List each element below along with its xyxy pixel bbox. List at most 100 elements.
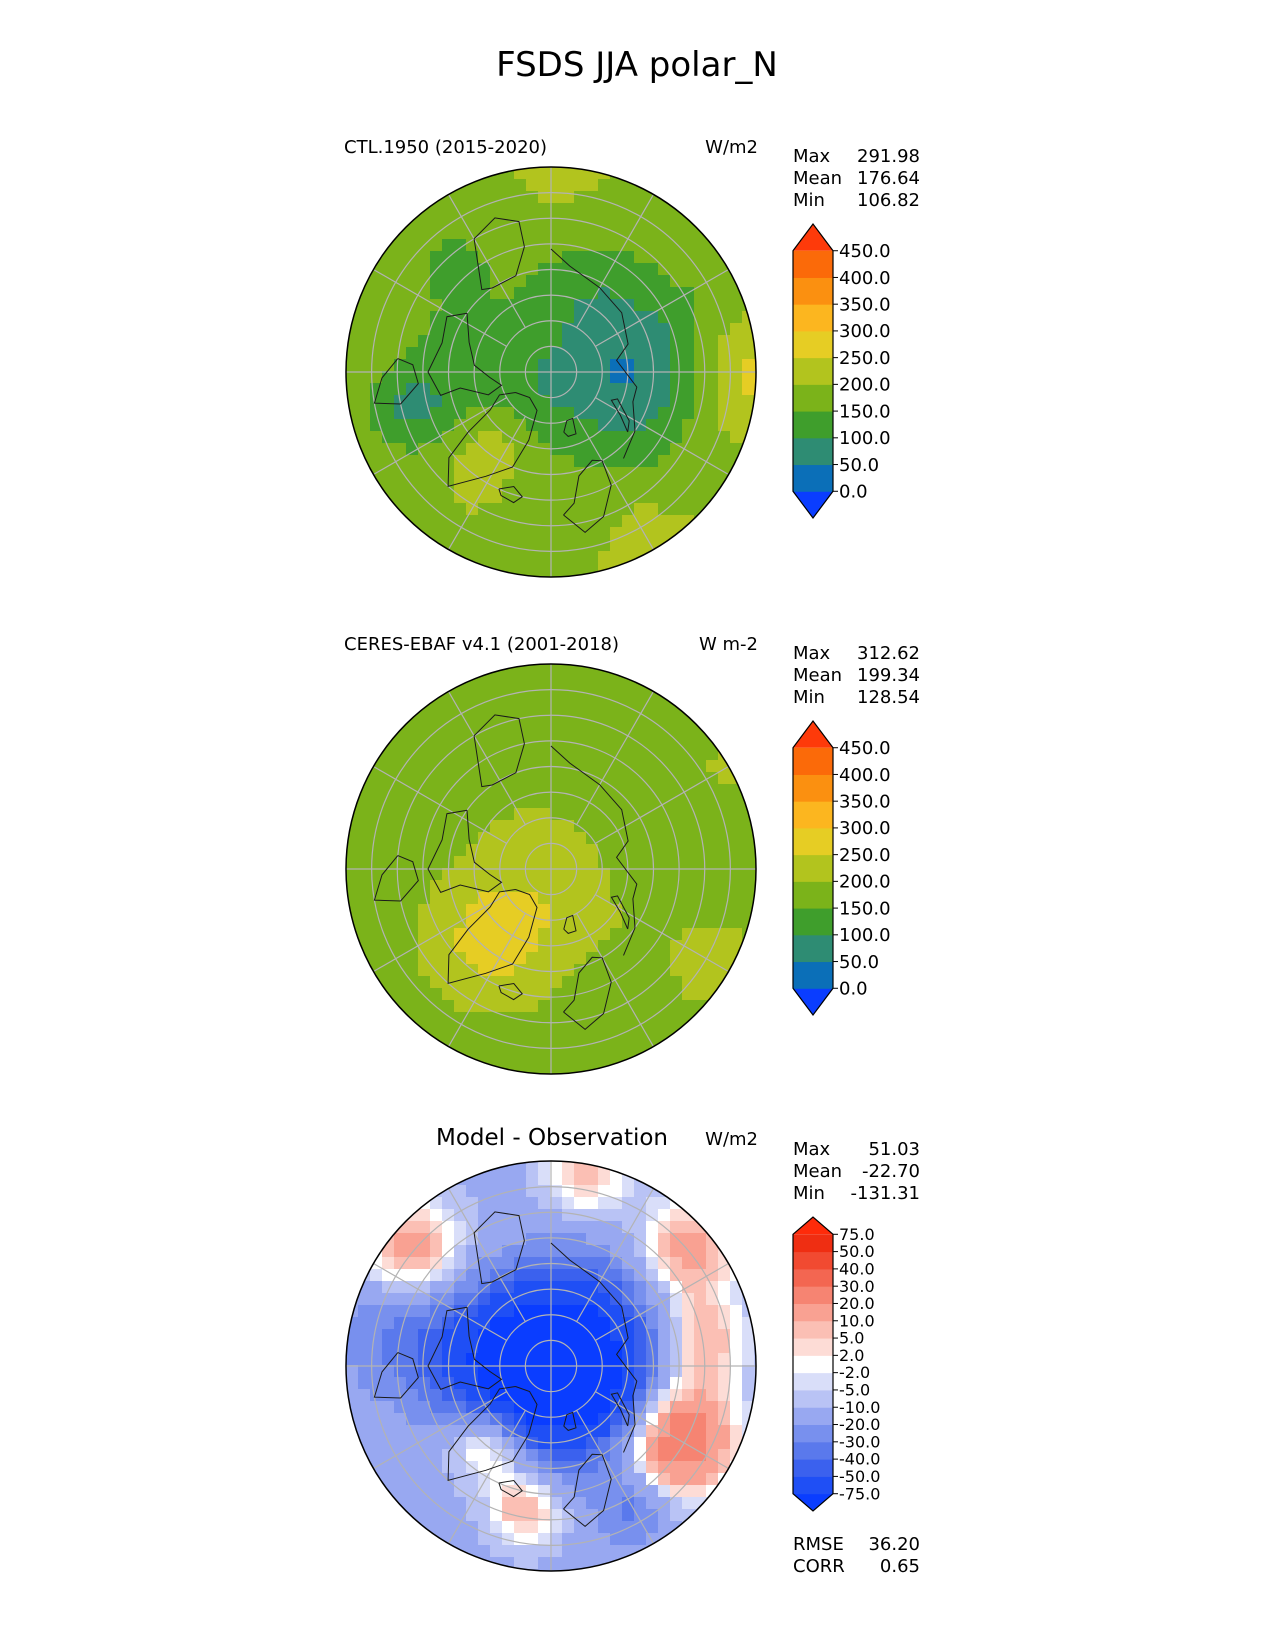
map-boundary <box>345 663 757 1075</box>
iceland-outline <box>498 1479 523 1498</box>
scandinavia-outline <box>563 956 612 1031</box>
stat-mean-value: 176.64 <box>857 168 920 189</box>
alaska-outline <box>473 1211 525 1285</box>
colorbar-segment <box>793 1424 833 1443</box>
colorbar-tick-label: 300.0 <box>839 818 891 839</box>
colorbar-tick-label: 250.0 <box>839 348 891 369</box>
metric-rmse-value: 36.20 <box>868 1534 920 1555</box>
alaska-outline <box>473 217 525 291</box>
stat-max-value: 51.03 <box>868 1139 920 1160</box>
colorbar-segment <box>793 1303 833 1322</box>
colorbar-tick-label: 2.0 <box>839 1346 864 1365</box>
panel-units: W m-2 <box>699 634 758 655</box>
panel-difference: Model - Observation W/m2 Max 51.03 Mean … <box>345 1125 920 1577</box>
longitude-line <box>373 268 507 347</box>
colorbar-tick-label: 400.0 <box>839 268 891 289</box>
metrics-block: RMSE 36.20 CORR 0.65 <box>793 1534 920 1577</box>
panel-units: W/m2 <box>705 1129 758 1150</box>
colorbar-segment <box>793 1355 833 1374</box>
siberia-outline <box>550 248 638 459</box>
stats-block: Max 291.98 Mean 176.64 Min 106.82 <box>793 146 920 211</box>
colorbar-tick-label: -5.0 <box>839 1381 870 1400</box>
hudson-bay-outline <box>373 358 419 405</box>
longitude-line <box>447 913 526 1047</box>
longitude-line <box>595 268 729 347</box>
metric-corr-label: CORR <box>793 1556 845 1577</box>
canada-arctic-outline <box>427 809 503 894</box>
stat-max-label: Max <box>793 643 831 664</box>
colorbar-segment <box>793 774 833 802</box>
novaya-zemlya-outline <box>610 398 630 433</box>
stat-max-value: 291.98 <box>857 146 920 167</box>
stat-mean-label: Mean <box>793 665 842 686</box>
colorbar-tick-label: 40.0 <box>839 1259 875 1278</box>
svalbard-outline <box>563 417 577 437</box>
colorbar-tick-label: -40.0 <box>839 1450 880 1469</box>
polar-map <box>345 663 757 1075</box>
siberia-outline <box>550 745 638 956</box>
polar-map <box>345 166 757 578</box>
map-boundary <box>345 166 757 578</box>
longitude-line <box>373 765 507 844</box>
novaya-zemlya-outline <box>610 895 630 930</box>
colorbar-tick-label: 350.0 <box>839 791 891 812</box>
colorbar-segment <box>793 437 833 466</box>
longitude-line <box>447 194 526 328</box>
colorbar-segment <box>793 1372 833 1391</box>
siberia-outline <box>550 1242 638 1453</box>
colorbar-segment <box>793 330 833 359</box>
colorbar-segment <box>793 384 833 412</box>
colorbar-extend-min <box>793 988 833 1015</box>
colorbar-segment <box>793 411 833 439</box>
longitude-line <box>447 1188 526 1322</box>
novaya-zemlya-outline <box>610 1392 630 1427</box>
colorbar-segment <box>793 1389 833 1408</box>
colorbar-tick-label: 450.0 <box>839 738 891 759</box>
colorbar-tick-label: 5.0 <box>839 1329 864 1348</box>
stats-block: Max 312.62 Mean 199.34 Min 128.54 <box>793 643 920 708</box>
stat-mean-value: 199.34 <box>857 665 920 686</box>
stat-min-label: Min <box>793 687 825 708</box>
longitude-line <box>576 194 655 328</box>
longitude-line <box>373 1262 507 1341</box>
colorbar-tick-label: -2.0 <box>839 1363 870 1382</box>
greenland-outline <box>447 1386 538 1481</box>
colorbar-segment <box>793 1251 833 1270</box>
stat-max-label: Max <box>793 146 831 167</box>
alaska-outline <box>473 714 525 788</box>
longitude-line <box>447 1410 526 1544</box>
colorbar: 0.0 50.0 100.0 150.0 200.0 250.0 300.0 350.0 400… <box>792 719 891 1017</box>
panel-title-left: CTL.1950 (2015-2020) <box>344 137 547 158</box>
colorbar: 0.0 50.0 100.0 150.0 200.0 250.0 300.0 350.0 400… <box>792 222 891 520</box>
colorbar-tick-label: 250.0 <box>839 845 891 866</box>
longitude-line <box>576 691 655 825</box>
longitude-line <box>447 691 526 825</box>
colorbar-tick-label: 50.0 <box>839 1242 875 1261</box>
longitude-line <box>576 1410 655 1544</box>
colorbar-tick-label: 0.0 <box>839 482 868 503</box>
colorbar-segment <box>793 1338 833 1356</box>
graticule <box>346 167 756 577</box>
colorbar-tick-label: 20.0 <box>839 1294 875 1313</box>
hudson-bay-outline <box>373 1352 419 1399</box>
greenland-outline <box>447 392 538 487</box>
colorbar-segment <box>793 801 833 829</box>
colorbar-tick-label: 50.0 <box>839 952 879 973</box>
canada-arctic-outline <box>427 312 503 397</box>
colorbar-extend-min <box>793 491 833 518</box>
colorbar-tick-label: 150.0 <box>839 898 891 919</box>
stat-min-label: Min <box>793 1183 825 1204</box>
stat-mean-label: Mean <box>793 1161 842 1182</box>
colorbar-segment <box>793 1476 833 1495</box>
colorbar-segment <box>793 1320 833 1339</box>
colorbar-tick-label: 30.0 <box>839 1277 875 1296</box>
coastlines <box>373 1211 638 1528</box>
field-cells <box>346 167 756 577</box>
scandinavia-outline <box>563 1453 612 1528</box>
panel-observation: CERES-EBAF v4.1 (2001-2018) W m-2 Max 31… <box>344 634 920 1075</box>
graticule <box>346 1161 756 1571</box>
colorbar-extend-min <box>793 1493 833 1511</box>
stats-block: Max 51.03 Mean -22.70 Min -131.31 <box>793 1139 920 1204</box>
metric-corr-value: 0.65 <box>880 1556 920 1577</box>
